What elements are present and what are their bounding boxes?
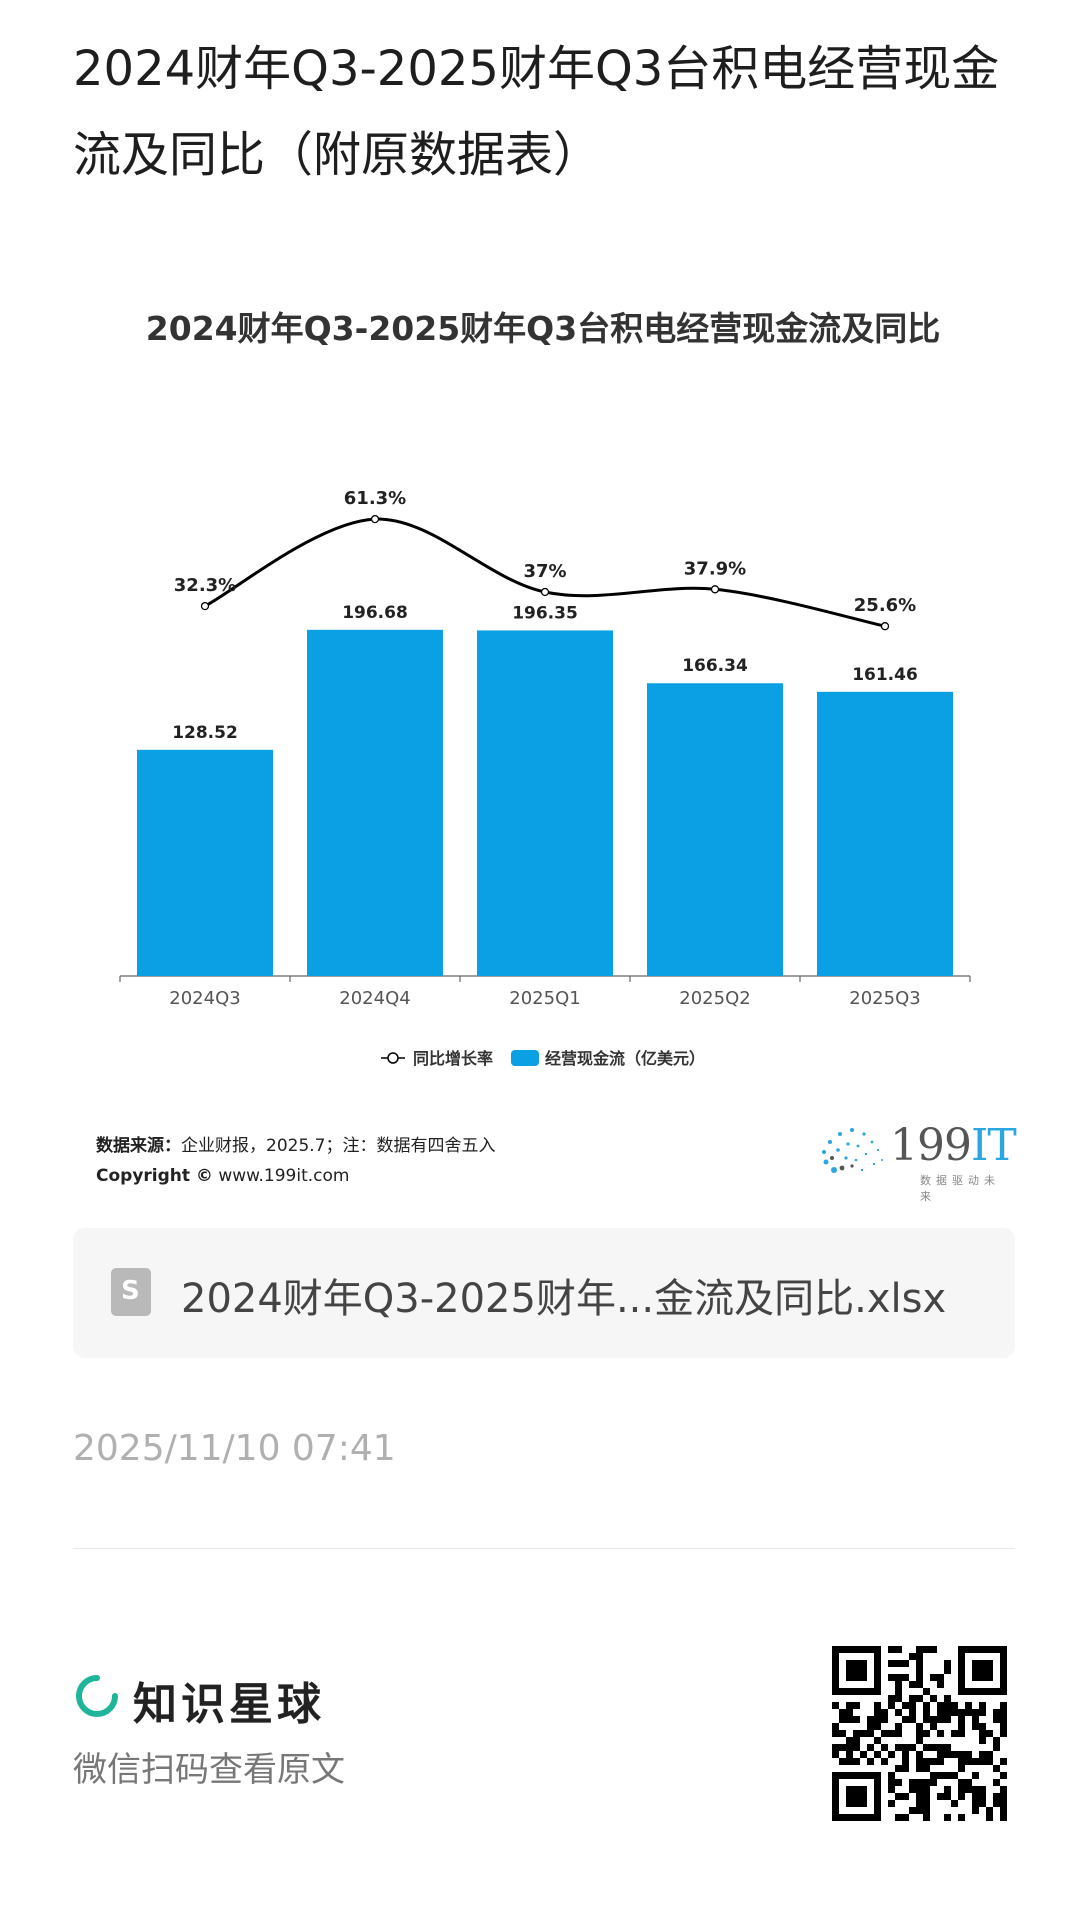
file-attachment-card[interactable]: S 2024财年Q3-2025财年...金流及同比.xlsx bbox=[73, 1228, 1015, 1358]
source-note: 数据来源：企业财报，2025.7；注：数据有四舍五入 Copyright © w… bbox=[96, 1131, 495, 1191]
copyright-text: www.199it.com bbox=[218, 1166, 350, 1186]
page-title: 2024财年Q3-2025财年Q3台积电经营现金流及同比（附原数据表） bbox=[73, 41, 1000, 183]
growth-rate-label: 61.3% bbox=[344, 488, 406, 509]
growth-rate-point bbox=[200, 601, 210, 611]
growth-rate-point bbox=[710, 585, 720, 594]
timestamp: 2025/11/10 07:41 bbox=[73, 1428, 396, 1469]
logo-199it: 199IT 数据驱动未来 bbox=[812, 1120, 1017, 1203]
source-text: 企业财报，2025.7；注：数据有四舍五入 bbox=[181, 1136, 496, 1156]
legend-label: 同比增长率 bbox=[413, 1049, 493, 1068]
x-tick-label: 2024Q3 bbox=[169, 988, 240, 1009]
growth-rate-label: 25.6% bbox=[854, 595, 916, 616]
legend-line-point bbox=[387, 1052, 399, 1064]
bar bbox=[137, 749, 273, 976]
legend-bar-swatch bbox=[511, 1050, 539, 1066]
bar bbox=[477, 630, 613, 976]
chart: 128.52 2024Q3 196.68 2024Q4 196.35 2025Q1 166.… bbox=[73, 290, 1013, 1210]
dots-logo-icon bbox=[822, 1128, 883, 1173]
scan-instruction: 微信扫码查看原文 bbox=[73, 1750, 345, 1790]
file-name: 2024财年Q3-2025财年...金流及同比.xlsx bbox=[181, 1276, 947, 1322]
qr-code-icon[interactable] bbox=[832, 1646, 1007, 1821]
growth-rate-point bbox=[370, 514, 380, 524]
growth-rate-label: 37% bbox=[523, 561, 566, 582]
bar bbox=[817, 691, 953, 976]
growth-rate-label: 32.3% bbox=[174, 575, 236, 596]
logo-text: 199IT bbox=[890, 1120, 1017, 1171]
bar-value-label: 196.35 bbox=[512, 603, 578, 623]
bar-value-label: 128.52 bbox=[172, 723, 238, 743]
copyright-label: Copyright © bbox=[96, 1166, 213, 1186]
logo-tagline: 数据驱动未来 bbox=[920, 1174, 1000, 1203]
legend-label: 经营现金流（亿美元） bbox=[545, 1049, 705, 1068]
x-tick-label: 2025Q3 bbox=[849, 988, 920, 1009]
x-tick-label: 2025Q1 bbox=[509, 988, 580, 1009]
chart-title: 2024财年Q3-2025财年Q3台积电经营现金流及同比 bbox=[145, 309, 941, 348]
growth-rate-label: 37.9% bbox=[684, 558, 746, 579]
source-label: 数据来源： bbox=[96, 1136, 181, 1156]
growth-rate-point bbox=[880, 622, 890, 631]
bar-value-label: 196.68 bbox=[342, 603, 408, 623]
chart-svg: 128.52 2024Q3 196.68 2024Q4 196.35 2025Q1 166.… bbox=[119, 488, 971, 1068]
growth-rate-point bbox=[540, 587, 550, 597]
x-tick-label: 2024Q4 bbox=[339, 988, 410, 1009]
bar-value-label: 166.34 bbox=[682, 656, 748, 676]
bar bbox=[647, 683, 783, 976]
x-tick-label: 2025Q2 bbox=[679, 988, 750, 1009]
divider bbox=[73, 1548, 1015, 1549]
spreadsheet-file-icon: S bbox=[111, 1268, 151, 1316]
brand-name: 知识星球 bbox=[133, 1679, 325, 1730]
zhishixingqiu-logo-icon bbox=[76, 1675, 118, 1717]
bar-value-label: 161.46 bbox=[852, 665, 918, 685]
bar bbox=[307, 629, 443, 976]
